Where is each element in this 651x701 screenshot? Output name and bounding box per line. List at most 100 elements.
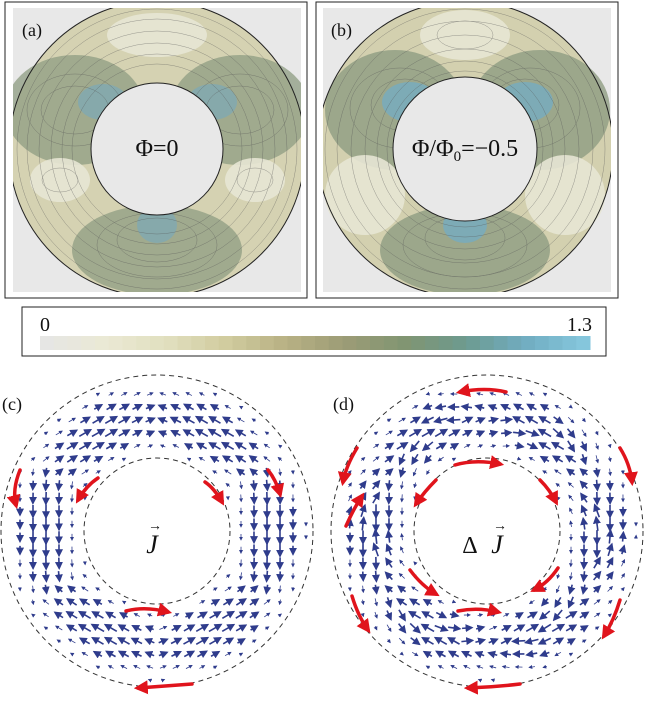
current-vector bbox=[67, 468, 77, 477]
current-vector bbox=[208, 416, 221, 424]
current-vector bbox=[386, 638, 391, 644]
current-vector bbox=[372, 479, 381, 490]
current-vector bbox=[251, 639, 257, 644]
current-vector bbox=[78, 637, 91, 645]
current-vector bbox=[92, 650, 103, 659]
current-vector bbox=[118, 416, 131, 424]
current-vector bbox=[594, 431, 599, 436]
current-vector bbox=[543, 586, 548, 592]
panel-d-flow-arrows bbox=[337, 383, 638, 695]
current-vector bbox=[41, 584, 50, 595]
current-vector bbox=[209, 403, 220, 412]
current-vector bbox=[500, 404, 511, 412]
current-vector bbox=[107, 456, 115, 461]
current-vector bbox=[511, 637, 526, 645]
current-vector bbox=[606, 528, 614, 544]
current-vector bbox=[420, 623, 435, 633]
current-vector bbox=[81, 651, 89, 656]
current-vector bbox=[593, 503, 601, 518]
current-vector bbox=[41, 570, 50, 583]
current-vector bbox=[263, 584, 272, 595]
current-vector bbox=[556, 573, 561, 580]
current-vector bbox=[170, 637, 183, 645]
current-vector bbox=[462, 429, 473, 438]
current-vector bbox=[55, 430, 63, 436]
flow-direction-arrow bbox=[408, 568, 440, 597]
current-vector bbox=[398, 453, 406, 466]
current-vector bbox=[53, 598, 64, 607]
current-vector bbox=[372, 456, 380, 462]
current-vector bbox=[210, 650, 221, 659]
current-vector bbox=[371, 528, 380, 544]
current-vector bbox=[207, 428, 222, 438]
current-vector bbox=[121, 600, 127, 605]
current-vector bbox=[371, 570, 380, 583]
current-vector bbox=[490, 613, 496, 618]
panel-c-current-field bbox=[15, 392, 309, 683]
current-vector bbox=[120, 392, 128, 396]
current-vector bbox=[251, 418, 256, 423]
current-vector bbox=[446, 416, 461, 424]
panel-b-tag: (b) bbox=[331, 20, 352, 41]
current-vector bbox=[569, 520, 574, 527]
current-vector bbox=[278, 444, 283, 449]
current-vector bbox=[145, 404, 156, 412]
current-vector bbox=[194, 415, 209, 425]
panel-d-inner-boundary bbox=[413, 457, 561, 605]
current-vector bbox=[397, 623, 407, 634]
current-vector bbox=[210, 598, 221, 607]
current-vector bbox=[70, 572, 75, 581]
panel-b-label: Φ/Φ0=−0.5 bbox=[412, 136, 518, 165]
current-vector bbox=[564, 455, 577, 463]
current-vector bbox=[592, 479, 601, 492]
current-vector bbox=[372, 542, 380, 557]
panel-b-inner-hole bbox=[392, 76, 538, 222]
current-vector bbox=[264, 626, 270, 631]
current-vector bbox=[104, 415, 119, 425]
flow-direction-arrow bbox=[455, 383, 508, 397]
flow-direction-arrow bbox=[350, 594, 371, 634]
current-vector bbox=[501, 625, 512, 633]
current-vector bbox=[196, 403, 207, 412]
current-vector bbox=[554, 405, 561, 409]
current-vector bbox=[475, 637, 487, 646]
current-vector bbox=[408, 428, 423, 437]
current-vector bbox=[209, 455, 220, 464]
current-vector bbox=[400, 533, 404, 541]
current-vector bbox=[500, 637, 513, 645]
current-vector bbox=[555, 483, 561, 488]
current-vector bbox=[345, 518, 354, 529]
current-vector bbox=[527, 611, 538, 620]
current-vector bbox=[421, 428, 436, 438]
current-vector bbox=[411, 651, 419, 657]
current-vector bbox=[212, 392, 218, 397]
current-vector bbox=[608, 468, 613, 477]
panel-a-density-map bbox=[13, 8, 301, 292]
current-vector bbox=[172, 444, 180, 448]
current-vector bbox=[579, 453, 588, 466]
current-vector bbox=[566, 428, 576, 439]
current-vector bbox=[145, 430, 156, 438]
current-vector bbox=[567, 584, 576, 595]
current-vector bbox=[104, 428, 119, 438]
current-vector bbox=[277, 613, 282, 618]
current-vector bbox=[93, 455, 104, 464]
current-vector bbox=[595, 455, 600, 464]
flow-direction-arrow bbox=[618, 446, 638, 487]
current-vector bbox=[278, 599, 283, 606]
current-vector bbox=[182, 416, 195, 424]
current-vector bbox=[538, 610, 551, 620]
flow-direction-arrow bbox=[344, 492, 365, 528]
current-vector bbox=[593, 556, 601, 569]
current-vector bbox=[249, 611, 260, 620]
current-vector bbox=[450, 664, 458, 669]
flow-direction-arrow bbox=[75, 476, 100, 504]
current-vector bbox=[263, 599, 271, 605]
current-vector bbox=[433, 416, 448, 424]
current-vector bbox=[488, 416, 500, 425]
current-vector bbox=[555, 585, 560, 594]
current-vector bbox=[198, 392, 205, 396]
current-vector bbox=[422, 650, 433, 659]
current-vector bbox=[117, 650, 130, 658]
current-vector bbox=[105, 650, 116, 659]
